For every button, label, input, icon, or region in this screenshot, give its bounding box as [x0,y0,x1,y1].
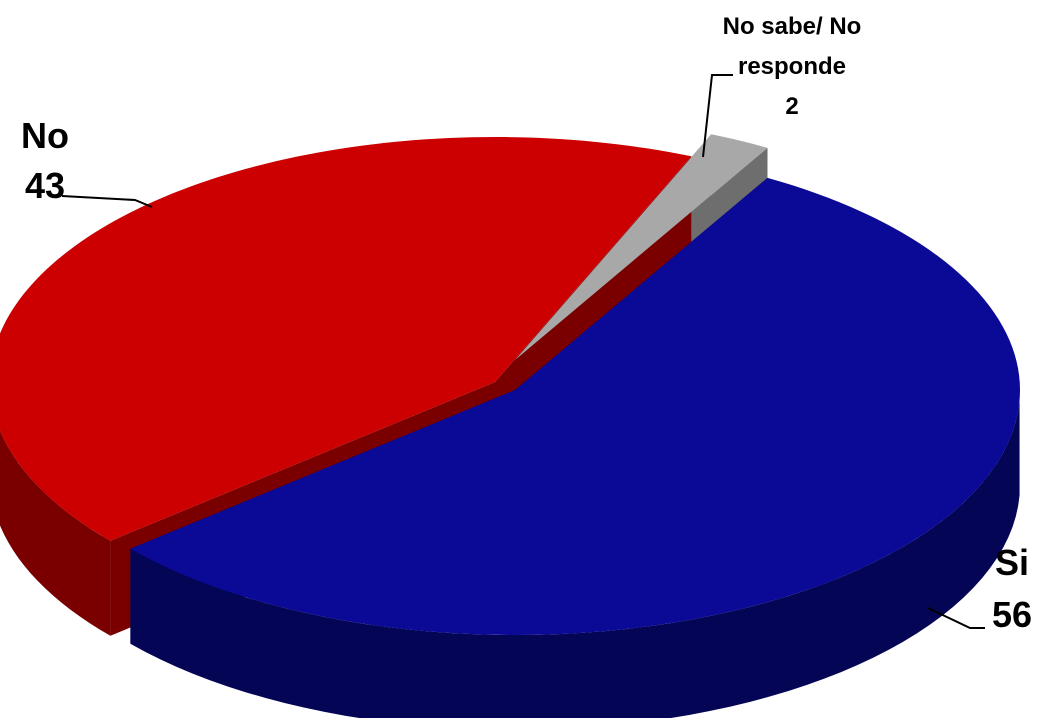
slice-no [0,137,692,541]
label-si-name: Si [995,542,1029,583]
leader-line-nsnr [702,74,733,158]
slice-side-si [130,400,1020,718]
slice-no-sabe-no-responde [515,134,768,360]
label-nsnr-line1: No sabe/ No [723,13,862,40]
label-nsnr-value: 2 [785,93,798,120]
label-nsnr-line2: responde [738,53,846,80]
slice-side-no [0,430,111,636]
slice-si [130,177,1020,635]
leader-line-no [61,195,153,208]
leader-line-si [927,607,985,629]
label-no-name: No [21,115,69,156]
label-no-value: 43 [25,165,65,206]
pie-tops [0,134,1020,635]
label-si-value: 56 [992,594,1032,635]
